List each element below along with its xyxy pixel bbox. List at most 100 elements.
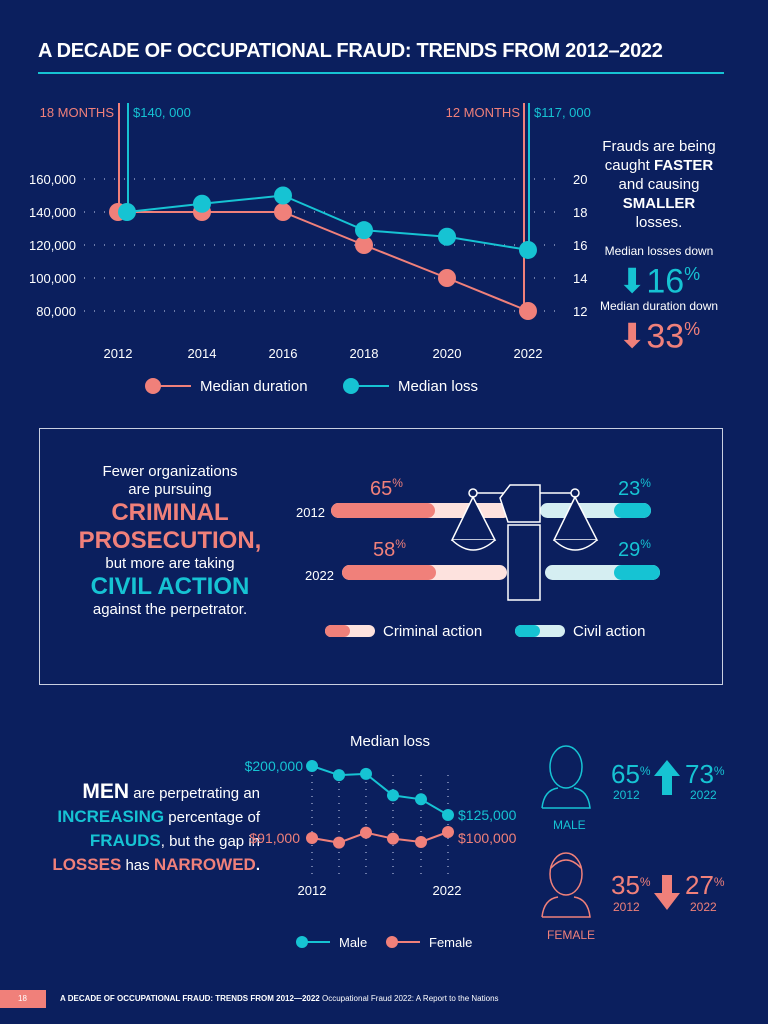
left-tick-label: 80,000 bbox=[36, 304, 76, 319]
annotation-2012-loss: $140, 000 bbox=[133, 105, 191, 120]
pct: % bbox=[684, 319, 701, 340]
prosecution-panel bbox=[39, 428, 723, 685]
footer: A DECADE OF OCCUPATIONAL FRAUD: TRENDS F… bbox=[60, 994, 750, 1003]
female-2022-pct: 27% bbox=[685, 870, 725, 900]
footer-title: A DECADE OF OCCUPATIONAL FRAUD: TRENDS F… bbox=[60, 994, 320, 1003]
summary-line: and causing bbox=[618, 176, 700, 193]
footer-subtitle: Occupational Fraud 2022: A Report to the… bbox=[321, 994, 499, 1003]
right-tick-label: 12 bbox=[573, 304, 587, 319]
arrow-down-icon: ⬇ bbox=[617, 262, 647, 301]
left-tick-label: 100,000 bbox=[29, 271, 76, 286]
data-point-duration bbox=[355, 236, 373, 254]
data-point-female bbox=[442, 826, 454, 838]
duration-value: 33 bbox=[646, 317, 685, 356]
summary-line: caught bbox=[604, 157, 655, 174]
data-point-duration bbox=[438, 269, 456, 287]
series-line-female bbox=[311, 831, 449, 844]
criminal-word: CRIMINAL bbox=[111, 499, 229, 526]
text-line: but more are taking bbox=[105, 555, 235, 572]
gender-text: MEN are perpetrating an INCREASING perce… bbox=[40, 780, 260, 877]
female-2012-year: 2012 bbox=[613, 900, 640, 914]
left-tick-label: 160,000 bbox=[29, 172, 76, 187]
male-person-icon bbox=[541, 745, 591, 809]
x-tick-label: 2018 bbox=[350, 346, 379, 361]
legend-label: Male bbox=[339, 935, 367, 950]
female-2022-year: 2022 bbox=[690, 900, 717, 914]
duration-label: Median duration down bbox=[599, 299, 719, 314]
narrowed-word: NARROWED bbox=[153, 855, 256, 874]
summary-line: losses. bbox=[635, 214, 683, 231]
legend-marker bbox=[386, 936, 398, 948]
data-point-loss bbox=[355, 221, 373, 240]
page-number: 18 bbox=[0, 990, 46, 1008]
legend-marker bbox=[296, 936, 308, 948]
arrow-down-icon: ⬇ bbox=[617, 317, 647, 356]
losses-value: 16 bbox=[646, 262, 685, 301]
data-point-loss bbox=[193, 194, 211, 213]
civil-word: CIVIL ACTION bbox=[90, 573, 250, 600]
losses-label: Median losses down bbox=[604, 244, 714, 258]
male-label: MALE bbox=[553, 818, 586, 832]
pct-sign: % bbox=[714, 764, 725, 778]
text-line: against the perpetrator. bbox=[92, 601, 248, 618]
men-word: MEN bbox=[82, 780, 130, 803]
x-tick-label: 2016 bbox=[269, 346, 298, 361]
right-tick-label: 20 bbox=[573, 172, 587, 187]
legend-label: Female bbox=[429, 935, 472, 950]
page-title: A DECADE OF OCCUPATIONAL FRAUD: TRENDS F… bbox=[38, 40, 663, 62]
pct-sign: % bbox=[714, 875, 725, 889]
legend-label: Median duration bbox=[200, 378, 308, 395]
x-tick-label: 2012 bbox=[298, 883, 327, 898]
male-2012-year: 2012 bbox=[613, 788, 640, 802]
data-point-duration bbox=[519, 302, 537, 320]
text: has bbox=[121, 857, 154, 874]
losses-word: LOSSES bbox=[52, 855, 122, 874]
series-line-duration bbox=[118, 211, 529, 312]
annotation-2022-duration: 12 MONTHS bbox=[446, 105, 521, 120]
series-line-loss bbox=[126, 194, 529, 251]
side-summary: Frauds are being caught FASTER and causi… bbox=[598, 137, 720, 354]
x-tick-label: 2022 bbox=[433, 883, 462, 898]
data-point-loss bbox=[274, 186, 292, 205]
x-tick-label: 2012 bbox=[104, 346, 133, 361]
text: percentage of bbox=[164, 809, 260, 826]
series-line-male bbox=[311, 765, 449, 816]
x-tick-label: 2022 bbox=[514, 346, 543, 361]
title-rule bbox=[38, 72, 724, 74]
data-point-male bbox=[360, 767, 372, 780]
data-point-loss bbox=[519, 240, 537, 259]
male-2022-pct: 73% bbox=[685, 759, 725, 789]
data-point-female bbox=[306, 832, 318, 844]
data-point-loss bbox=[118, 203, 136, 221]
arrow-down-icon bbox=[654, 875, 680, 910]
pct: % bbox=[684, 264, 701, 284]
data-point-female bbox=[360, 826, 372, 839]
text: are perpetrating an bbox=[129, 785, 260, 802]
arrow-up-icon bbox=[654, 760, 680, 795]
male-2022-year: 2022 bbox=[690, 788, 717, 802]
right-tick-label: 16 bbox=[573, 238, 587, 253]
data-point-male bbox=[442, 808, 454, 821]
data-point-male bbox=[387, 789, 399, 802]
right-tick-label: 18 bbox=[573, 205, 587, 220]
x-tick-label: 2014 bbox=[188, 346, 217, 361]
pct-sign: % bbox=[640, 764, 651, 778]
prosecution-text: Fewer organizations are pursuing CRIMINA… bbox=[60, 463, 280, 619]
data-point-female bbox=[333, 836, 345, 849]
data-point-male bbox=[333, 769, 345, 782]
text: . bbox=[255, 857, 260, 874]
data-point-loss bbox=[438, 227, 456, 246]
pct-sign: % bbox=[640, 875, 651, 889]
male-start-label: $200,000 bbox=[245, 758, 304, 774]
text-line: Fewer organizations bbox=[102, 463, 238, 480]
summary-line: Frauds are being bbox=[602, 138, 716, 155]
female-2012-pct: 35% bbox=[611, 870, 651, 900]
female-end-label: $100,000 bbox=[458, 830, 517, 846]
male-2012-pct: 65% bbox=[611, 759, 651, 789]
male-end-label: $125,000 bbox=[458, 807, 517, 823]
data-point-female bbox=[387, 832, 399, 845]
chart-title: Median loss bbox=[350, 733, 430, 750]
left-tick-label: 140,000 bbox=[29, 205, 76, 220]
text: , but the gap in bbox=[160, 833, 260, 850]
legend-label: Median loss bbox=[398, 378, 478, 395]
